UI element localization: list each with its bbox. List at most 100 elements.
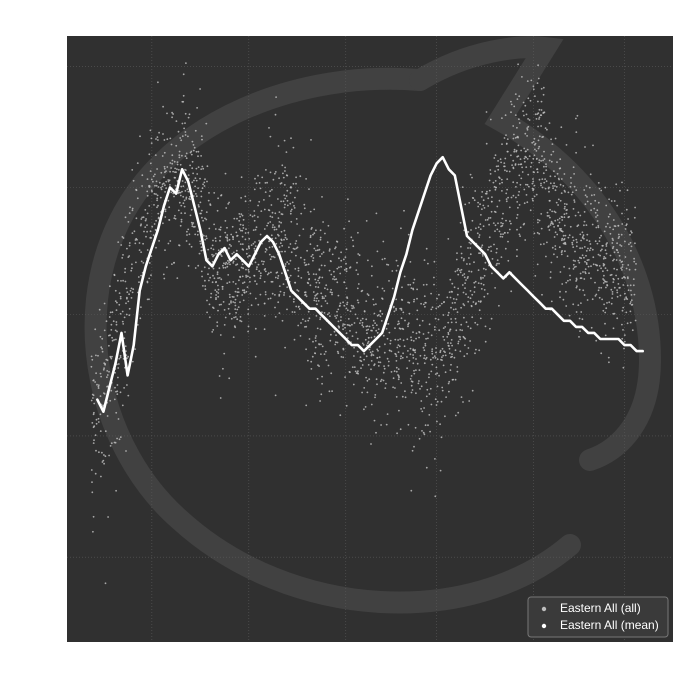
scatter-point <box>277 301 280 304</box>
scatter-point <box>438 374 440 377</box>
scatter-point <box>232 301 235 303</box>
scatter-point <box>211 244 214 247</box>
scatter-point <box>370 443 372 445</box>
scatter-point <box>194 129 197 132</box>
scatter-point <box>375 303 377 305</box>
scatter-point <box>184 190 187 192</box>
scatter-point <box>545 180 548 183</box>
scatter-point <box>343 323 346 326</box>
scatter-point <box>415 369 417 371</box>
scatter-point <box>477 226 480 229</box>
scatter-point <box>363 310 366 313</box>
scatter-point <box>611 293 614 295</box>
scatter-point <box>597 253 600 256</box>
scatter-point <box>544 178 546 181</box>
scatter-point <box>454 378 457 381</box>
scatter-point <box>125 450 127 452</box>
scatter-point <box>591 298 594 301</box>
scatter-point <box>338 257 340 260</box>
scatter-point <box>333 275 336 278</box>
scatter-point <box>134 242 137 245</box>
scatter-point <box>264 191 267 194</box>
scatter-point <box>375 329 378 332</box>
scatter-point <box>258 200 261 203</box>
scatter-point <box>564 250 566 253</box>
scatter-point <box>181 180 184 182</box>
scatter-point <box>354 313 357 316</box>
scatter-point <box>603 230 606 233</box>
scatter-point <box>622 366 625 369</box>
scatter-point <box>603 274 605 277</box>
scatter-point <box>387 264 390 266</box>
scatter-point <box>351 323 353 326</box>
scatter-point <box>472 197 475 200</box>
scatter-point <box>336 241 339 243</box>
scatter-point <box>530 161 533 164</box>
scatter-point <box>512 125 515 127</box>
scatter-point <box>446 336 449 338</box>
scatter-point <box>597 182 600 184</box>
scatter-point <box>558 167 561 170</box>
scatter-point <box>560 126 563 129</box>
scatter-point <box>350 236 353 239</box>
scatter-point <box>222 264 224 267</box>
scatter-point <box>118 438 121 441</box>
scatter-point <box>296 223 298 225</box>
scatter-point <box>557 198 560 201</box>
scatter-point <box>624 256 627 258</box>
scatter-point <box>508 206 511 209</box>
scatter-point <box>122 323 125 325</box>
scatter-point <box>605 245 608 247</box>
scatter-point <box>572 263 575 266</box>
scatter-point <box>494 180 497 182</box>
scatter-point <box>543 150 545 153</box>
scatter-point <box>318 248 321 251</box>
scatter-point <box>628 243 630 246</box>
scatter-point <box>527 173 530 176</box>
scatter-point <box>518 118 520 121</box>
scatter-point <box>585 254 587 257</box>
scatter-point <box>109 445 112 447</box>
legend-marker-mean <box>541 623 547 629</box>
scatter-point <box>192 172 195 175</box>
scatter-point <box>486 218 489 221</box>
scatter-point <box>105 320 108 323</box>
scatter-point <box>471 219 474 222</box>
scatter-point <box>194 185 197 188</box>
scatter-point <box>536 113 539 115</box>
scatter-point <box>156 136 159 139</box>
scatter-point <box>592 263 595 266</box>
scatter-point <box>495 251 498 254</box>
scatter-point <box>195 167 198 170</box>
scatter-point <box>93 411 95 414</box>
scatter-point <box>540 125 542 127</box>
scatter-point <box>561 239 563 242</box>
scatter-point <box>144 226 147 229</box>
scatter-point <box>400 309 403 311</box>
scatter-point <box>110 389 113 392</box>
scatter-point <box>128 293 131 296</box>
scatter-point <box>604 334 607 337</box>
scatter-point <box>193 146 196 149</box>
scatter-point <box>540 114 543 117</box>
scatter-point <box>422 333 425 335</box>
scatter-point <box>345 262 347 265</box>
scatter-point <box>380 378 383 381</box>
scatter-point <box>408 312 411 315</box>
scatter-point <box>154 184 156 187</box>
scatter-point <box>119 391 122 394</box>
scatter-point <box>222 266 225 269</box>
scatter-point <box>633 260 636 263</box>
scatter-point <box>519 226 522 229</box>
scatter-point <box>239 215 242 218</box>
scatter-point <box>245 228 247 231</box>
scatter-point <box>600 189 603 192</box>
scatter-point <box>497 222 499 225</box>
scatter-point <box>168 179 171 182</box>
scatter-point <box>411 449 414 452</box>
scatter-point <box>627 218 629 220</box>
scatter-point <box>413 369 415 372</box>
scatter-point <box>586 259 589 261</box>
scatter-point <box>168 219 171 221</box>
scatter-point <box>323 312 326 314</box>
